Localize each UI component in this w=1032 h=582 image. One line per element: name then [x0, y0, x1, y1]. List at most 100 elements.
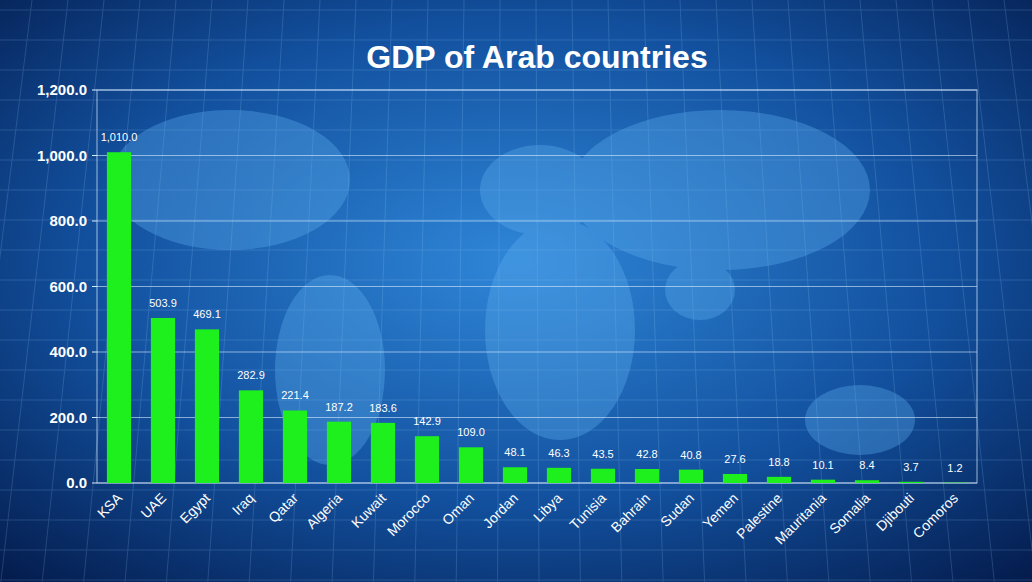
category-label: Qatar: [265, 490, 301, 526]
continent: [485, 220, 635, 440]
tick-label: 600.0: [49, 278, 87, 295]
bar: [767, 477, 791, 483]
category-label: UAE: [137, 490, 169, 522]
grid-line: [97, 221, 977, 222]
category-label: Djibouti: [873, 490, 917, 534]
data-label: 46.3: [548, 447, 569, 459]
grid-line: [97, 90, 977, 91]
data-label: 1,010.0: [101, 131, 138, 143]
bg-line: [968, 0, 1032, 582]
category-label: Jordan: [480, 490, 522, 532]
tick-mark: [92, 286, 97, 287]
data-label: 42.8: [636, 448, 657, 460]
bar: [943, 482, 967, 483]
bar: [239, 390, 263, 483]
bar: [723, 474, 747, 483]
data-label: 3.7: [903, 461, 918, 473]
data-label: 187.2: [325, 401, 353, 413]
tick-label: 0.0: [66, 474, 87, 491]
tick-label: 200.0: [49, 409, 87, 426]
data-label: 221.4: [281, 389, 309, 401]
bar: [503, 467, 527, 483]
tick-label: 400.0: [49, 343, 87, 360]
data-label: 469.1: [193, 308, 221, 320]
bg-line: [125, 0, 176, 582]
tick-mark: [92, 90, 97, 91]
category-label: Somalia: [826, 490, 873, 537]
bg-line: [0, 0, 32, 582]
continent: [110, 110, 350, 250]
bg-line: [644, 0, 663, 582]
category-label: Bahrain: [608, 490, 653, 535]
continent: [665, 260, 735, 320]
data-label: 142.9: [413, 415, 441, 427]
chart: GDP of Arab countries 0.0 200.0 400.0 600.0 8…: [0, 0, 1032, 582]
grid-line: [97, 417, 977, 418]
map-decoration: [110, 110, 915, 465]
continent: [805, 385, 915, 455]
bg-line: [0, 10, 1032, 11]
data-label: 8.4: [859, 459, 874, 471]
tick-mark: [92, 155, 97, 156]
background-grid: [0, 0, 1032, 582]
bar: [855, 480, 879, 483]
tick-label: 1,000.0: [37, 147, 87, 164]
continent: [570, 110, 870, 270]
category-label: Morocco: [384, 490, 433, 539]
bar: [283, 410, 307, 483]
category-label: Tunisia: [566, 490, 609, 533]
data-label: 48.1: [504, 446, 525, 458]
bars: [107, 152, 967, 483]
tick-mark: [92, 417, 97, 418]
bg-line: [249, 0, 284, 582]
bg-line: [1004, 0, 1032, 582]
labels: 1,010.0 KSA 503.9 UAE 469.1 Egypt 282.9 Iraq 221…: [94, 131, 963, 547]
bg-line: [84, 0, 140, 582]
data-label: 282.9: [237, 369, 265, 381]
data-label: 183.6: [369, 402, 397, 414]
bar: [635, 469, 659, 483]
plot-frame: [97, 90, 977, 483]
category-label: Algeria: [303, 490, 345, 532]
bg-line: [0, 490, 1032, 491]
category-label: Oman: [439, 490, 477, 528]
data-label: 10.1: [812, 459, 833, 471]
data-label: 43.5: [592, 448, 613, 460]
bar: [107, 152, 131, 483]
tick-mark: [92, 352, 97, 353]
category-label: Libya: [530, 490, 565, 525]
category-label: Mauritania: [772, 490, 830, 548]
category-label: Iraq: [229, 490, 257, 518]
title: GDP of Arab countries: [366, 39, 707, 75]
category-label: Egypt: [176, 490, 213, 527]
bg-line: [932, 0, 994, 582]
data-label: 18.8: [768, 456, 789, 468]
category-label: Comoros: [910, 490, 961, 541]
data-label: 27.6: [724, 453, 745, 465]
background: [0, 0, 1032, 582]
tick-label: 800.0: [49, 212, 87, 229]
bg-line: [0, 100, 1032, 101]
bg-line: [0, 580, 1032, 581]
grid-line: [97, 483, 977, 484]
bar: [679, 470, 703, 483]
tick-mark: [92, 483, 97, 484]
data-label: 109.0: [457, 426, 485, 438]
grid-line: [97, 155, 977, 156]
tick-mark: [92, 221, 97, 222]
bar: [195, 329, 219, 483]
category-label: Yemen: [699, 490, 741, 532]
category-label: KSA: [94, 489, 126, 521]
tick-label: 1,200.0: [37, 81, 87, 98]
data-label: 503.9: [149, 297, 177, 309]
category-label: Sudan: [657, 490, 697, 530]
data-label: 1.2: [947, 462, 962, 474]
bar: [899, 482, 923, 483]
bar: [327, 422, 351, 483]
grid-line: [97, 352, 977, 353]
bar: [459, 447, 483, 483]
bar: [415, 436, 439, 483]
bar: [151, 318, 175, 483]
bg-line: [0, 550, 1032, 551]
bar: [371, 423, 395, 483]
